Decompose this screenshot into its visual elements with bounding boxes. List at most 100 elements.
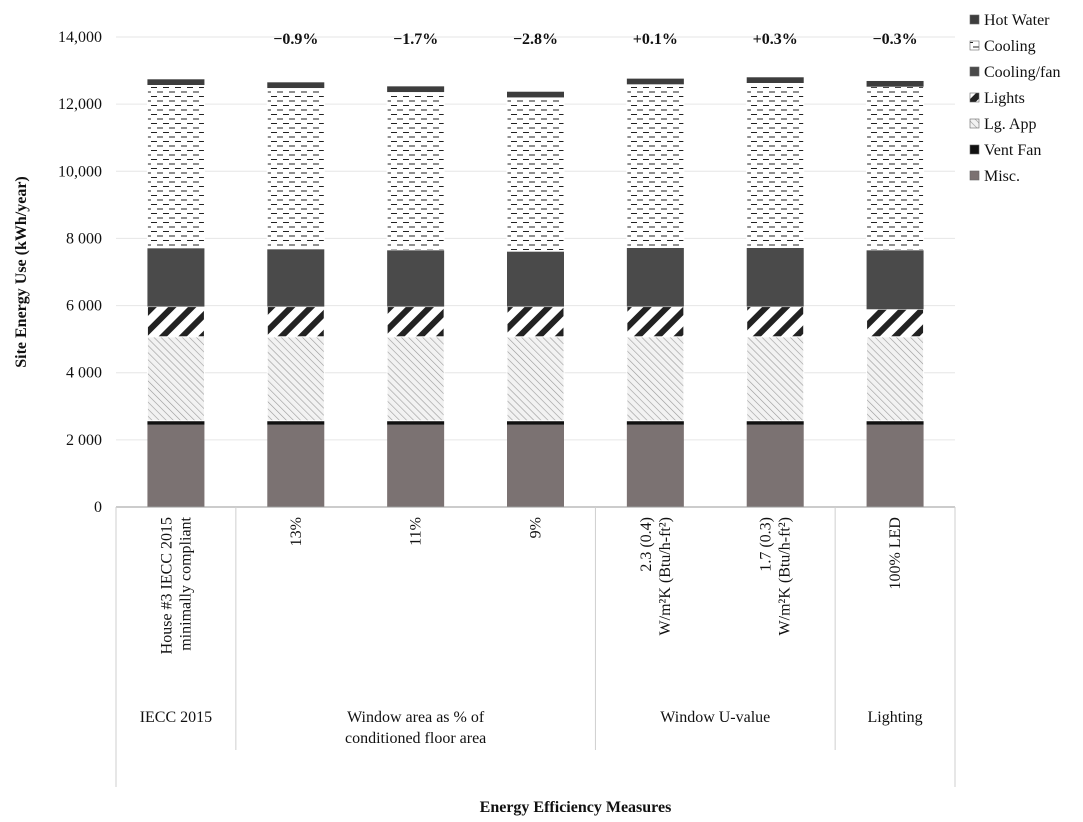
bar-segment-lights [386, 306, 445, 338]
bar-segment-lights [266, 306, 325, 338]
bar-segment-lights [506, 306, 565, 338]
legend-item-lights: Lights [969, 90, 1025, 107]
legend-swatch [969, 92, 980, 103]
bar-segment-cooling [506, 96, 565, 252]
bar-segment-misc [626, 424, 684, 507]
bar-segment-misc [746, 424, 804, 507]
bar-segment-vent-fan [626, 420, 684, 425]
bar-segment-cooling-fan [626, 247, 684, 307]
y-tick-label: 6 000 [66, 298, 102, 315]
legend-label: Lg. App [984, 116, 1036, 133]
legend-label: Cooling/fan [984, 64, 1060, 81]
y-tick-label: 10,000 [58, 163, 102, 180]
bar-segment-misc [267, 424, 325, 507]
y-tick-label: 14,000 [58, 29, 102, 46]
bar-segment-hot-water [626, 78, 684, 85]
y-axis-title: Site Energy Use (kWh/year) [13, 176, 30, 368]
bar-stack [146, 79, 205, 507]
bar-segment-vent-fan [746, 420, 804, 425]
legend-label: Misc. [984, 168, 1020, 185]
category-label: W/m²K (Btu/h-ft²) [657, 517, 674, 635]
bar-segment-lg-app [506, 336, 565, 422]
bar-segment-cooling-fan [746, 247, 804, 307]
bar-segment-cooling [386, 91, 445, 251]
bar-segment-cooling-fan [387, 249, 445, 307]
group-label: conditioned floor area [345, 730, 486, 747]
category-label: W/m²K (Btu/h-ft²) [777, 517, 794, 635]
percent-change-label: +0.1% [633, 31, 678, 48]
bar-stack [506, 91, 565, 507]
axes: 0 2 000 4 000 6 000 8 000 10,000 12,000 14,000 [58, 29, 956, 787]
category-label: 1.7 (0.3) [758, 517, 775, 572]
legend-item-vent-fan: Vent Fan [969, 142, 1041, 159]
percent-change-label: −1.7% [393, 31, 438, 48]
bar-segment-lights [146, 306, 205, 338]
group-label: IECC 2015 [140, 709, 212, 726]
bar-segment-cooling-fan [866, 249, 924, 310]
y-tick-label: 12,000 [58, 96, 102, 113]
bar-segment-cooling [266, 87, 325, 250]
legend-swatch [969, 170, 980, 181]
labels: −0.9% −1.7% −2.8% +0.1% +0.3% −0.3% House #3 I… [13, 31, 923, 816]
group-label: Window U-value [660, 709, 770, 726]
bar-segment-hot-water [507, 91, 564, 98]
category-label: 13% [288, 517, 305, 546]
legend-swatch [969, 40, 980, 51]
legend-item-hot-water: Hot Water [969, 12, 1050, 29]
bar-segment-hot-water [866, 80, 924, 87]
legend-item-cooling: Cooling [969, 38, 1036, 55]
bar-segment-lg-app [626, 336, 685, 422]
bar-segment-lg-app [266, 336, 325, 422]
category-label: 100% LED [887, 517, 904, 589]
legend-swatch [969, 66, 980, 77]
percent-change-label: −0.3% [873, 31, 918, 48]
bar-segment-hot-water [746, 77, 804, 83]
category-label: minimally compliant [177, 516, 194, 650]
bar-segment-vent-fan [147, 420, 205, 425]
bar-stack [266, 82, 325, 507]
legend-swatch [969, 14, 980, 25]
y-tick-label: 0 [94, 499, 102, 516]
bar-segment-lg-app [386, 336, 445, 422]
y-tick-label: 4 000 [66, 365, 102, 382]
bar-segment-vent-fan [866, 420, 924, 425]
bar-segment-misc [387, 424, 445, 507]
group-label: Lighting [868, 709, 923, 726]
legend: Hot Water Cooling Cooling/fan Lights Lg. App… [969, 12, 1060, 185]
bar-segment-misc [147, 424, 205, 507]
bar-stack [746, 77, 805, 507]
bar-segment-lg-app [866, 336, 925, 422]
bar-segment-cooling [866, 86, 925, 251]
bar-segment-cooling-fan [267, 248, 325, 307]
bar-segment-cooling-fan [147, 247, 205, 307]
bar-segment-lg-app [746, 336, 805, 422]
bar-segment-misc [866, 424, 924, 507]
bar-stack [386, 86, 445, 507]
legend-item-misc: Misc. [969, 168, 1020, 185]
bar-segment-hot-water [267, 82, 325, 89]
bar-segment-misc [507, 424, 564, 507]
category-label: 9% [528, 517, 545, 538]
bar-segment-cooling [146, 84, 205, 249]
percent-change-label: +0.3% [753, 31, 798, 48]
bar-segment-cooling-fan [507, 251, 564, 307]
bar-segment-vent-fan [507, 420, 564, 425]
legend-label: Cooling [984, 38, 1036, 55]
category-label: 2.3 (0.4) [638, 517, 655, 572]
legend-swatch [969, 144, 980, 155]
bar-segment-hot-water [147, 79, 205, 86]
legend-label: Lights [984, 90, 1025, 107]
percent-change-label: −2.8% [513, 31, 558, 48]
bar-segment-cooling [626, 83, 685, 248]
bar-segment-vent-fan [387, 420, 445, 425]
bar-segment-lg-app [146, 336, 205, 422]
x-axis-title: Energy Efficiency Measures [480, 799, 672, 816]
bar-segment-hot-water [387, 86, 445, 93]
group-label: Window area as % of [347, 709, 485, 726]
bar-stack [866, 80, 925, 507]
legend-item-lg-app: Lg. App [969, 116, 1036, 133]
legend-label: Hot Water [984, 12, 1050, 29]
bar-segment-cooling [746, 82, 805, 248]
